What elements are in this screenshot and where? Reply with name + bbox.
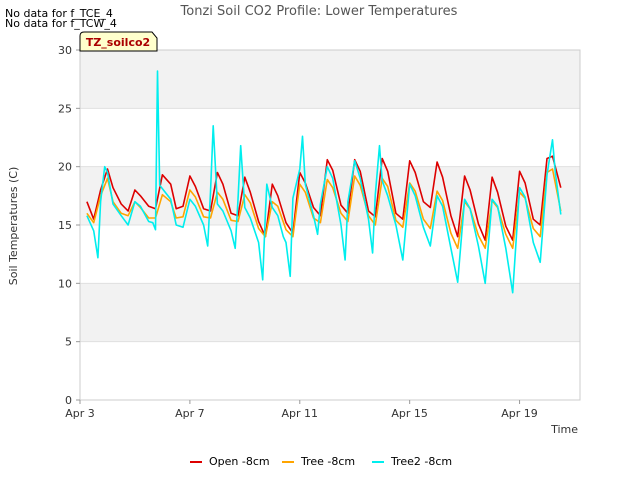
y-tick-label: 15 bbox=[58, 219, 72, 232]
legend-label: Open -8cm bbox=[209, 455, 270, 468]
x-tick-label: Apr 7 bbox=[175, 407, 205, 420]
y-axis-ticks: 0 5 10 15 20 25 30 bbox=[58, 44, 80, 407]
badge-label: TZ_soilco2 bbox=[86, 36, 150, 49]
y-axis-label: Soil Temperatures (C) bbox=[7, 167, 20, 286]
x-tick-label: Apr 3 bbox=[65, 407, 95, 420]
series-layer bbox=[86, 70, 562, 294]
legend-item-2: Tree -8cm bbox=[282, 455, 355, 468]
y-tick-label: 0 bbox=[65, 394, 72, 407]
plot-band bbox=[80, 283, 580, 342]
x-tick-label: Apr 15 bbox=[391, 407, 428, 420]
y-tick-label: 10 bbox=[58, 277, 72, 290]
legend-label: Tree -8cm bbox=[300, 455, 355, 468]
series-line-2 bbox=[86, 168, 562, 250]
x-axis-label: Time bbox=[550, 423, 578, 436]
chart-title: Tonzi Soil CO2 Profile: Lower Temperatur… bbox=[180, 4, 458, 19]
x-tick-label: Apr 11 bbox=[282, 407, 319, 420]
legend: Open -8cm Tree -8cm Tree2 -8cm bbox=[190, 455, 452, 468]
plot-band bbox=[80, 108, 580, 167]
legend-item-3: Tree2 -8cm bbox=[372, 455, 452, 468]
y-tick-label: 20 bbox=[58, 161, 72, 174]
badge-box bbox=[79, 31, 158, 52]
legend-label: Tree2 -8cm bbox=[390, 455, 452, 468]
y-tick-label: 30 bbox=[58, 44, 72, 57]
no-data-note-2: No data for f_TCW_4 bbox=[5, 17, 117, 30]
plot-band bbox=[80, 225, 580, 284]
plot-band bbox=[80, 341, 580, 400]
no-data-note-1: No data for f_TCE_4 bbox=[5, 7, 113, 20]
y-tick-label: 25 bbox=[58, 102, 72, 115]
plot-band bbox=[80, 50, 580, 109]
x-axis-ticks: Apr 3 Apr 7 Apr 11 Apr 15 Apr 19 bbox=[65, 400, 538, 420]
y-tick-label: 5 bbox=[65, 336, 72, 349]
legend-item-1: Open -8cm bbox=[190, 455, 270, 468]
x-tick-label: Apr 19 bbox=[501, 407, 538, 420]
badge: TZ_soilco2 bbox=[79, 31, 158, 52]
series-line-3 bbox=[86, 70, 562, 294]
